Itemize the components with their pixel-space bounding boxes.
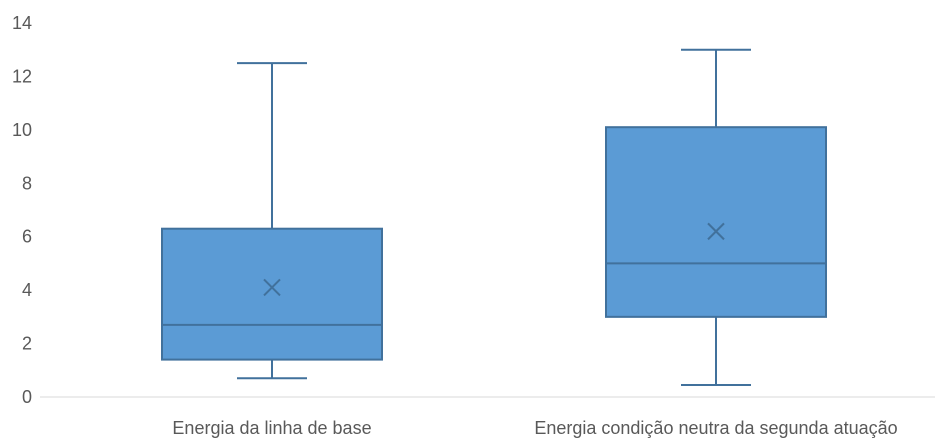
y-tick-label: 4 — [22, 280, 32, 300]
x-category-label: Energia da linha de base — [172, 418, 371, 438]
y-tick-label: 0 — [22, 387, 32, 407]
box — [161, 227, 383, 361]
box — [605, 126, 827, 318]
y-tick-label: 8 — [22, 173, 32, 193]
y-tick-label: 2 — [22, 334, 32, 354]
y-tick-label: 12 — [12, 66, 32, 86]
x-category-label: Energia condição neutra da segunda atuaç… — [534, 418, 897, 438]
y-tick-label: 6 — [22, 227, 32, 247]
mean-marker — [263, 278, 281, 297]
mean-marker — [707, 222, 725, 241]
y-tick-label: 10 — [12, 120, 32, 140]
y-tick-label: 14 — [12, 13, 32, 33]
